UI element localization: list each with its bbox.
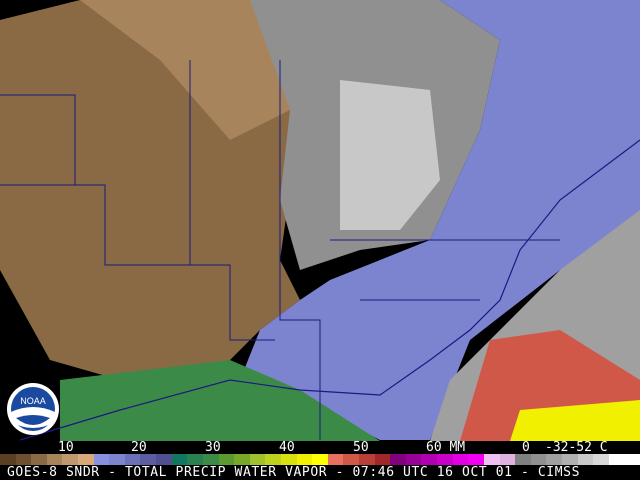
moist-region-east (240, 0, 640, 440)
color-scale-swatch (15, 454, 32, 465)
color-scale-swatch (608, 454, 625, 465)
scale-label-10: 10 (58, 440, 74, 455)
color-scale-swatch (31, 454, 47, 465)
color-scale-swatch (296, 454, 313, 465)
color-scale-swatch (359, 454, 375, 465)
scale-label-20: 20 (131, 440, 147, 455)
coastline (19, 139, 640, 441)
color-scale-swatch (577, 454, 594, 465)
color-scale-swatch (171, 454, 188, 465)
color-scale-swatch (593, 454, 609, 465)
color-scale-swatch (156, 454, 172, 465)
color-scale-swatch (483, 454, 500, 465)
color-scale-swatch (249, 454, 266, 465)
color-scale-swatch (140, 454, 157, 465)
very-heavy-moisture (510, 400, 640, 441)
color-scale-swatch (280, 454, 297, 465)
color-scale-swatch (202, 454, 219, 465)
scale-labels: 10 20 30 40 50 60 MM 0 -32-52 C (0, 440, 640, 455)
color-scale-swatch (234, 454, 250, 465)
color-scale-swatch (265, 454, 281, 465)
color-scale-swatch (452, 454, 469, 465)
color-scale-swatch (62, 454, 79, 465)
color-scale-swatch (499, 454, 516, 465)
color-scale-swatch (515, 454, 531, 465)
svg-text:NOAA: NOAA (20, 396, 46, 406)
clear-region-michigan (340, 80, 440, 230)
scale-label-0c: 0 (522, 440, 530, 455)
color-scale-swatch (0, 454, 16, 465)
color-scale-swatch (546, 454, 562, 465)
scale-label-temp: -32-52 C (545, 440, 608, 455)
color-scale-swatch (530, 454, 547, 465)
noaa-logo: NOAA (7, 383, 59, 435)
color-scale-swatch (421, 454, 438, 465)
color-scale-bar (0, 454, 640, 465)
scale-label-60mm: 60 MM (426, 440, 466, 455)
color-scale-swatch (109, 454, 125, 465)
color-scale-swatch (374, 454, 391, 465)
scale-label-50: 50 (353, 440, 369, 455)
scale-label-40: 40 (279, 440, 295, 455)
color-scale-swatch (437, 454, 453, 465)
color-scale-swatch (312, 454, 328, 465)
color-scale-swatch (218, 454, 235, 465)
image-caption: GOES-8 SNDR - TOTAL PRECIP WATER VAPOR -… (0, 465, 640, 480)
color-scale-swatch (405, 454, 422, 465)
state-borders (0, 60, 560, 440)
precip-water-map (0, 0, 640, 441)
color-scale-swatch (78, 454, 94, 465)
color-scale-swatch (561, 454, 578, 465)
gulf-green (60, 360, 380, 441)
color-scale-swatch (124, 454, 141, 465)
color-scale-swatch (46, 454, 63, 465)
color-scale-swatch (187, 454, 203, 465)
color-scale-swatch (327, 454, 344, 465)
color-scale-swatch (468, 454, 484, 465)
color-scale-swatch (343, 454, 360, 465)
color-scale-swatch (93, 454, 110, 465)
color-scale-swatch (624, 454, 640, 465)
scale-label-30: 30 (205, 440, 221, 455)
color-scale-swatch (390, 454, 406, 465)
